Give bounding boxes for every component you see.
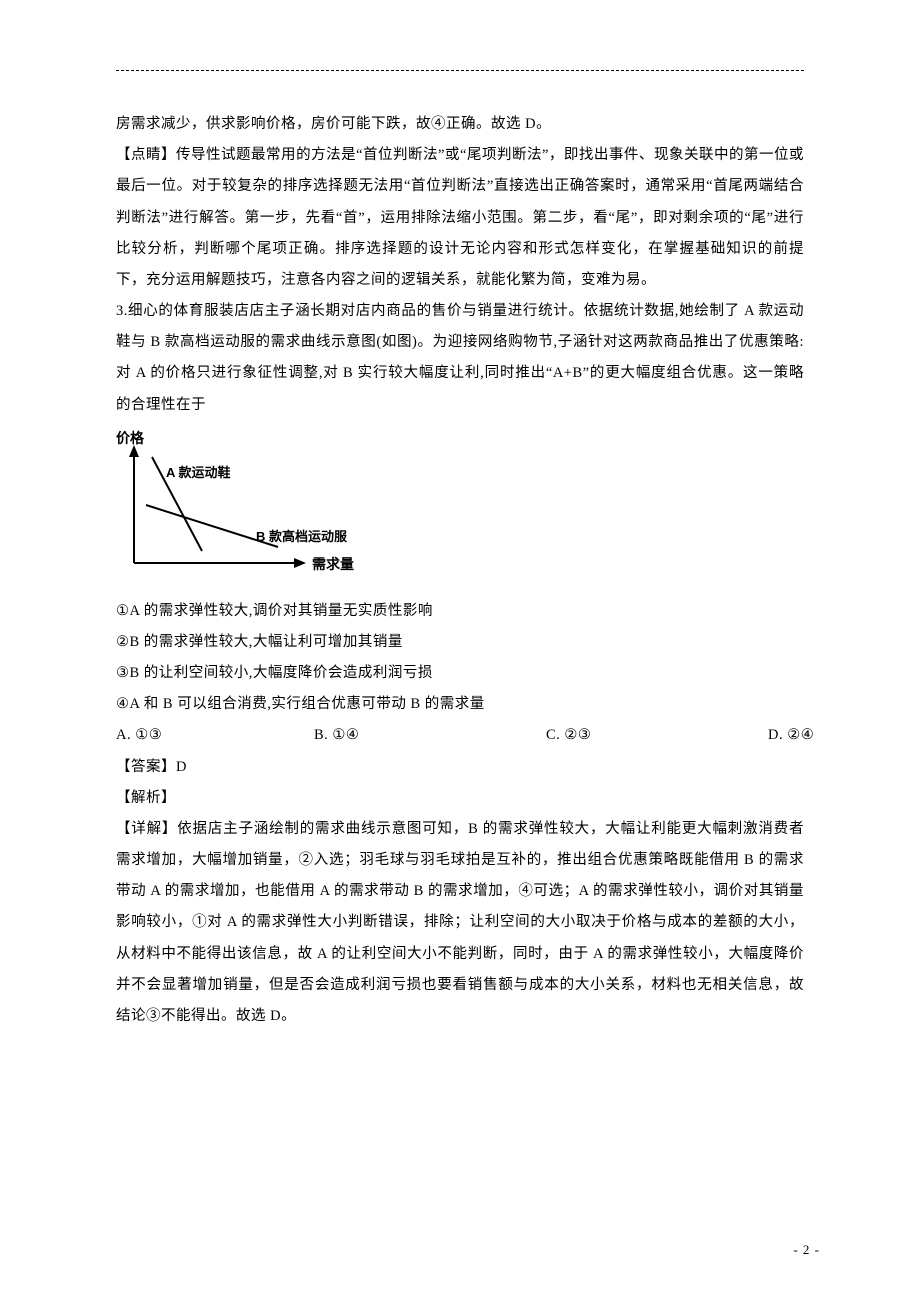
statement-3: ③B 的让利空间较小,大幅度降价会造成利润亏损 [116, 658, 804, 689]
chart-svg: 价格 A 款运动鞋 B 款高档运动服 需求量 [116, 429, 386, 581]
top-dashed-rule [116, 70, 804, 71]
dianjing-paragraph: 【点睛】传导性试题最常用的方法是“首位判断法”或“尾项判断法”，即找出事件、现象… [116, 140, 804, 296]
demand-curve-chart: 价格 A 款运动鞋 B 款高档运动服 需求量 [116, 429, 804, 586]
option-c: C. ②③ [546, 720, 768, 751]
statement-1: ①A 的需求弹性较大,调价对其销量无实质性影响 [116, 596, 804, 627]
answer-line: 【答案】D [116, 752, 804, 783]
y-axis-label: 价格 [116, 430, 145, 446]
option-a: A. ①③ [116, 720, 314, 751]
page-number: - 2 - [793, 1242, 820, 1258]
curve-b-label: B 款高档运动服 [256, 529, 348, 544]
y-axis-arrowhead [129, 445, 139, 457]
xiangjie-paragraph: 【详解】依据店主子涵绘制的需求曲线示意图可知，B 的需求弹性较大，大幅让利能更大… [116, 814, 804, 1032]
prev-explanation-tail: 房需求减少，供求影响价格，房价可能下跌，故④正确。故选 D。 [116, 109, 804, 140]
x-axis-arrowhead [294, 558, 306, 568]
statement-4: ④A 和 B 可以组合消费,实行组合优惠可带动 B 的需求量 [116, 689, 804, 720]
curve-a-label: A 款运动鞋 [166, 465, 231, 480]
question3-stem: 3.细心的体育服装店店主子涵长期对店内商品的售价与销量进行统计。依据统计数据,她… [116, 296, 804, 421]
option-d: D. ②④ [768, 720, 814, 751]
option-b: B. ①④ [314, 720, 546, 751]
x-axis-label: 需求量 [312, 556, 354, 572]
statement-2: ②B 的需求弹性较大,大幅让利可增加其销量 [116, 627, 804, 658]
jiexi-label: 【解析】 [116, 783, 804, 814]
options-row: A. ①③ B. ①④ C. ②③ D. ②④ [116, 720, 804, 751]
page-container: 房需求减少，供求影响价格，房价可能下跌，故④正确。故选 D。 【点睛】传导性试题… [0, 0, 920, 1072]
